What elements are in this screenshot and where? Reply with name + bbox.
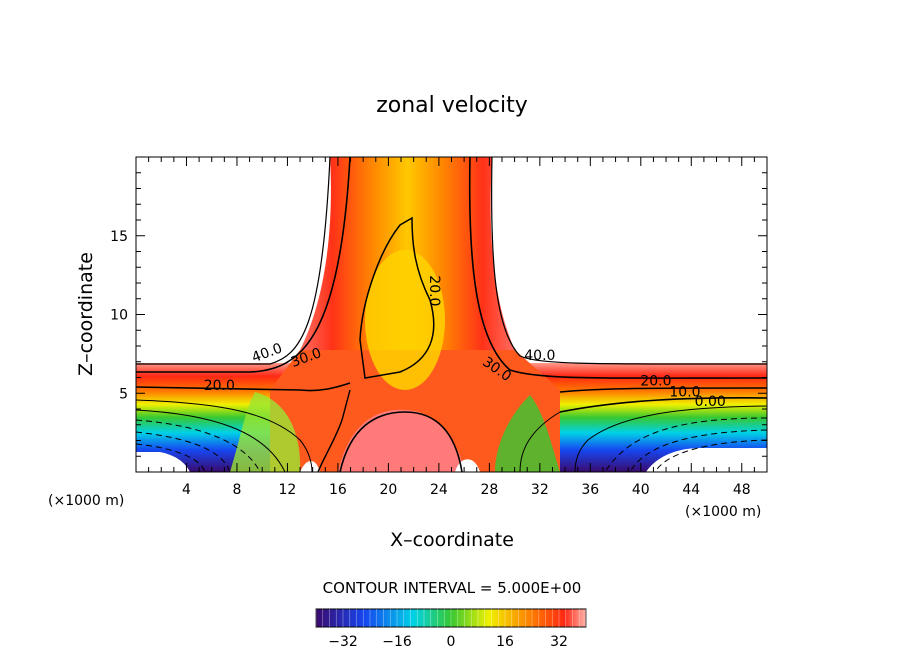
x-tick-label: 4 (182, 482, 191, 498)
right-wedge-fill (495, 395, 560, 472)
contour-label: 0.00 (695, 394, 726, 410)
contour-labels: 40.0 30.020.020.030.0 40.020.010.00.00 (204, 275, 726, 410)
x-tick-label: 48 (733, 482, 751, 498)
colorbar-tick-label: 16 (496, 634, 514, 650)
colorbar-tick-label: 32 (550, 634, 568, 650)
core-fill (365, 250, 445, 390)
contour-interval-label: CONTOUR INTERVAL = 5.000E+00 (323, 579, 582, 597)
colorbar-tick-label: −32 (328, 634, 358, 650)
x-ticks: 4 8 12 16 20 24 28 32 36 40 44 48 (148, 157, 755, 498)
x-tick-label: 24 (430, 482, 448, 498)
right-gap (646, 448, 767, 472)
y-ticks: 5 10 15 (110, 172, 767, 457)
y-tick-label: 5 (119, 386, 128, 402)
x-tick-label: 32 (531, 482, 549, 498)
y-tick-label: 10 (110, 308, 128, 324)
contour-label: 20.0 (426, 275, 442, 306)
x-tick-label: 44 (682, 482, 700, 498)
x-unit-left: (×1000 m) (48, 493, 124, 509)
contour-label: 10.0 (669, 384, 700, 400)
contour-label: 40.0 (524, 348, 555, 364)
junction-fill (270, 350, 560, 472)
contour-label: 20.0 (640, 373, 671, 389)
x-tick-label: 20 (379, 482, 397, 498)
contour-label: 20.0 (204, 378, 235, 394)
gap-mid-left (300, 461, 320, 472)
x-tick-label: 12 (279, 482, 297, 498)
x-tick-label: 16 (329, 482, 347, 498)
chart-title: zonal velocity (376, 93, 528, 118)
x-tick-label: 28 (480, 482, 498, 498)
x-unit-right: (×1000 m) (685, 504, 761, 520)
contour-lines (136, 157, 767, 472)
x-axis-label: X–coordinate (390, 529, 514, 551)
colorbar-tick-label: 0 (447, 634, 456, 650)
bump-fill (338, 409, 465, 472)
contour-field (136, 157, 767, 472)
x-tick-label: 40 (632, 482, 650, 498)
y-tick-label: 15 (110, 229, 128, 245)
colorbar-tick-label: −16 (382, 634, 412, 650)
left-gap (136, 452, 190, 472)
colorbar-ticks: −32 −16 0 16 32 (315, 609, 587, 650)
x-tick-label: 36 (581, 482, 599, 498)
y-axis-label: Z–coordinate (75, 252, 97, 376)
x-tick-label: 8 (232, 482, 241, 498)
left-wedge-fill (230, 392, 301, 472)
